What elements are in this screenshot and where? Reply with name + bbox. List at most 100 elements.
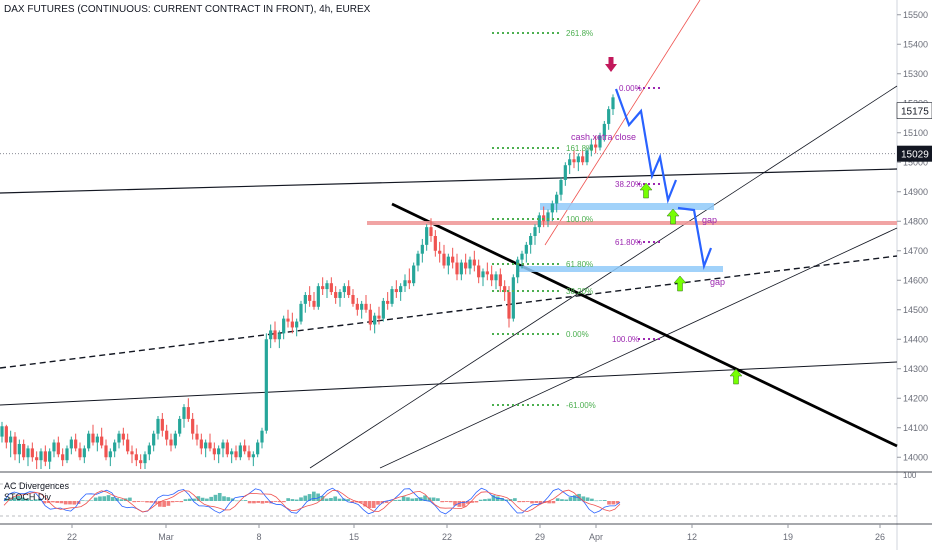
candle-body <box>602 123 606 136</box>
ac-bar <box>538 501 543 504</box>
candle <box>43 445 47 467</box>
ac-bar <box>145 501 149 503</box>
candle-body <box>243 445 247 452</box>
candle-body <box>173 433 177 446</box>
ac-bar <box>363 501 368 507</box>
candle-body <box>325 283 329 290</box>
candle-body <box>338 292 342 298</box>
candle-body <box>35 457 39 461</box>
candle-body <box>308 295 312 301</box>
candle <box>308 286 312 307</box>
candle <box>108 448 112 467</box>
candle-body <box>498 274 502 287</box>
candle-body <box>152 433 156 446</box>
gap-zone-upper <box>540 203 714 210</box>
price-tick-label: 14000 <box>903 452 928 462</box>
candle <box>377 306 381 325</box>
candle <box>420 238 424 263</box>
fib-level-label: 161.8% <box>566 144 593 153</box>
candle-body <box>481 271 485 278</box>
candle <box>52 439 56 458</box>
candle-body <box>524 244 528 254</box>
candle <box>338 289 342 307</box>
candle <box>4 424 8 449</box>
ac-bar <box>312 491 316 501</box>
candle-body <box>104 445 108 458</box>
candle <box>165 424 169 446</box>
candle-body <box>134 454 138 461</box>
candle-body <box>95 436 99 443</box>
fib-level-label: 61.80% <box>566 260 593 269</box>
candle <box>442 244 446 269</box>
ac-bar <box>329 497 333 501</box>
ac-bar <box>59 501 64 504</box>
candle <box>568 153 572 175</box>
candle <box>381 297 385 322</box>
candle-body <box>199 439 203 449</box>
candle <box>368 303 372 331</box>
candle <box>17 439 21 464</box>
ac-bar <box>217 492 222 501</box>
annotation-gap-lower: gap <box>710 277 725 287</box>
time-tick-label: 19 <box>783 532 793 542</box>
candle-body <box>568 159 572 166</box>
candle <box>91 424 95 446</box>
candle <box>191 413 195 440</box>
ac-bar <box>110 497 115 501</box>
ac-bar <box>196 496 201 501</box>
time-tick-label: 22 <box>442 532 452 542</box>
candle <box>468 256 472 275</box>
ac-bar <box>393 500 397 501</box>
candle-body <box>208 442 212 449</box>
ac-bar <box>222 496 226 501</box>
candle <box>516 256 520 284</box>
candle-body <box>611 97 615 110</box>
ac-bar <box>273 501 278 502</box>
annotation-cash-close: cash xetra close <box>571 132 636 142</box>
candle-body <box>299 303 303 322</box>
candle <box>130 445 134 464</box>
price-tick-label: 15300 <box>903 69 928 79</box>
ac-bar <box>282 501 286 503</box>
candle <box>173 430 177 449</box>
candle-body <box>165 430 169 440</box>
ac-bar <box>51 501 55 503</box>
candle <box>247 445 251 461</box>
candle-body <box>455 262 459 275</box>
candle <box>581 150 585 166</box>
candle-body <box>347 286 351 295</box>
fib-level-label: 261.8% <box>566 29 593 38</box>
ac-bar <box>239 500 243 502</box>
ac-bar <box>337 498 342 501</box>
candle-body <box>65 448 69 461</box>
candle <box>329 277 333 295</box>
candle-body <box>221 442 225 449</box>
candle <box>160 413 164 437</box>
candle <box>524 241 528 263</box>
ac-bar <box>68 501 72 505</box>
candle-body <box>364 303 368 310</box>
price-flag-label: 15175 <box>901 107 929 118</box>
ac-bar <box>448 501 453 503</box>
ac-bar <box>598 500 603 501</box>
price-tick-label: 15500 <box>903 10 928 20</box>
candle-body <box>256 442 260 455</box>
candle-body <box>550 203 554 213</box>
candle-body <box>56 442 60 455</box>
ac-bar <box>504 499 509 501</box>
candle <box>559 177 563 201</box>
candle-body <box>399 286 403 293</box>
candle <box>433 230 437 257</box>
ac-bar <box>534 501 539 503</box>
ac-bar <box>316 493 320 501</box>
candle <box>65 445 69 464</box>
candle-body <box>576 156 580 163</box>
ac-bar <box>341 498 346 501</box>
ac-bar <box>303 495 308 501</box>
candle <box>485 262 489 281</box>
candle <box>312 292 316 310</box>
candle-body <box>477 265 481 278</box>
trendline-dashed-mid <box>0 255 898 369</box>
candle <box>260 427 264 449</box>
